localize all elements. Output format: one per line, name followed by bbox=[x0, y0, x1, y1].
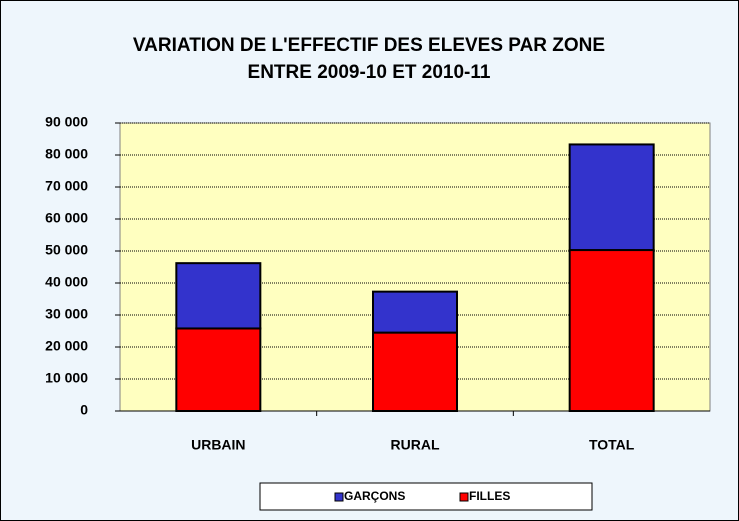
y-tick-label: 20 000 bbox=[45, 338, 88, 354]
bar bbox=[568, 143, 655, 252]
bar bbox=[372, 331, 458, 413]
y-tick-label: 0 bbox=[80, 402, 88, 418]
x-tick-label: TOTAL bbox=[589, 437, 635, 453]
y-tick-label: 80 000 bbox=[45, 146, 88, 162]
legend-swatch bbox=[459, 492, 469, 502]
x-tick-label: URBAIN bbox=[191, 437, 245, 453]
bar bbox=[175, 327, 262, 412]
chart-title: ENTRE 2009-10 ET 2010-11 bbox=[248, 62, 491, 83]
bar bbox=[372, 290, 458, 334]
y-tick-label: 70 000 bbox=[45, 178, 88, 194]
chart-title: VARIATION DE L'EFFECTIF DES ELEVES PAR Z… bbox=[133, 35, 605, 56]
x-tick-label: RURAL bbox=[391, 437, 440, 453]
legend-swatch bbox=[334, 492, 344, 502]
y-tick-label: 50 000 bbox=[45, 242, 88, 258]
y-tick-label: 90 000 bbox=[45, 114, 88, 130]
legend-label: GARÇONS bbox=[344, 489, 405, 503]
legend bbox=[259, 482, 593, 511]
legend-label: FILLES bbox=[469, 489, 510, 503]
y-tick-label: 10 000 bbox=[45, 370, 88, 386]
y-tick-label: 60 000 bbox=[45, 210, 88, 226]
y-tick-label: 40 000 bbox=[45, 274, 88, 290]
bar bbox=[175, 262, 262, 330]
y-tick-label: 30 000 bbox=[45, 306, 88, 322]
bar bbox=[568, 249, 655, 412]
